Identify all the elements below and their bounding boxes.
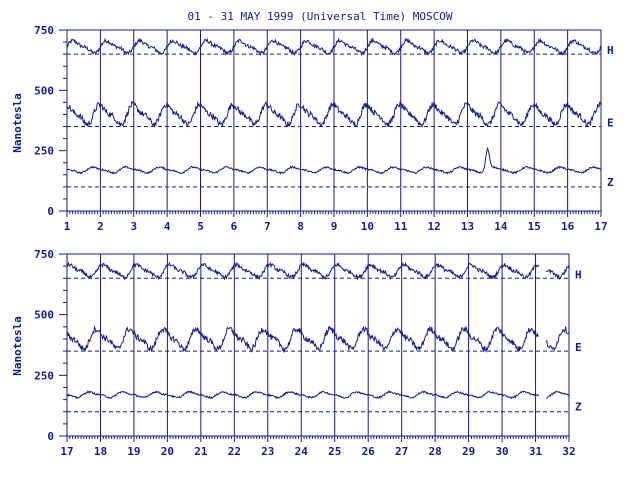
x-tick-label: 17 [594, 220, 607, 233]
x-tick-label: 26 [362, 445, 376, 458]
series-line-h [66, 261, 540, 281]
chart-panel-2: 17 18 19 20 21 22 23 24 25 26 27 28 29 30 31 32 750 500 25… [34, 248, 582, 458]
x-tick-label: 27 [395, 445, 408, 458]
x-tick-label: 18 [94, 445, 107, 458]
x-tick-label: 28 [429, 445, 442, 458]
x-tick-label: 14 [494, 220, 508, 233]
series-line-e [545, 326, 570, 352]
component-label-z: Z [607, 176, 614, 189]
y-tick-label: 500 [34, 309, 54, 322]
series-line-e [66, 324, 539, 354]
x-tick-label: 31 [529, 445, 543, 458]
plot-frame [66, 253, 570, 437]
x-tick-label: 4 [164, 220, 171, 233]
x-tick-label: 22 [228, 445, 241, 458]
y-tick-label: 0 [47, 205, 54, 218]
x-tick-label: 12 [428, 220, 441, 233]
component-label-z: Z [575, 401, 582, 414]
x-tick-label: 9 [331, 220, 338, 233]
x-tick-label: 8 [297, 220, 304, 233]
y-tick-label: 0 [47, 430, 54, 443]
x-tick-label: 29 [462, 445, 475, 458]
x-tick-label: 2 [97, 220, 104, 233]
component-label-h: H [575, 268, 582, 281]
x-tick-label: 17 [60, 445, 73, 458]
x-tick-label: 30 [495, 445, 508, 458]
x-tick-label: 19 [127, 445, 140, 458]
y-tick-label: 250 [34, 369, 54, 382]
x-tick-label: 10 [361, 220, 374, 233]
x-tick-label: 7 [264, 220, 271, 233]
x-tick-label: 21 [194, 445, 208, 458]
x-tick-label: 16 [561, 220, 575, 233]
x-tick-label: 23 [261, 445, 274, 458]
component-label-h: H [607, 44, 614, 57]
y-tick-label: 250 [34, 145, 54, 158]
x-tick-label: 13 [461, 220, 474, 233]
x-tick-label: 6 [231, 220, 238, 233]
y-tick-label: 750 [34, 248, 54, 261]
y-axis-label-panel-1: Nanotesla [11, 93, 24, 153]
series-line-h [545, 264, 570, 280]
x-tick-label: 3 [130, 220, 137, 233]
series-line-z [546, 390, 570, 399]
x-tick-label: 1 [64, 220, 71, 233]
series-line-h [66, 37, 602, 57]
component-label-e: E [575, 341, 582, 354]
x-tick-label: 15 [528, 220, 541, 233]
x-tick-label: 5 [197, 220, 204, 233]
x-tick-label: 24 [295, 445, 309, 458]
chart-title: 01 - 31 MAY 1999 (Universal Time) MOSCOW [188, 10, 453, 23]
x-tick-label: 32 [562, 445, 575, 458]
series-line-z [66, 390, 540, 400]
series-line-z [66, 146, 602, 175]
x-tick-label: 11 [394, 220, 408, 233]
y-tick-label: 500 [34, 84, 54, 97]
x-tick-label: 25 [328, 445, 341, 458]
y-tick-label: 750 [34, 24, 54, 37]
series-line-e [66, 100, 602, 128]
component-label-e: E [607, 117, 614, 130]
y-axis-label-panel-2: Nanotesla [11, 316, 24, 376]
x-tick-label: 20 [161, 445, 174, 458]
